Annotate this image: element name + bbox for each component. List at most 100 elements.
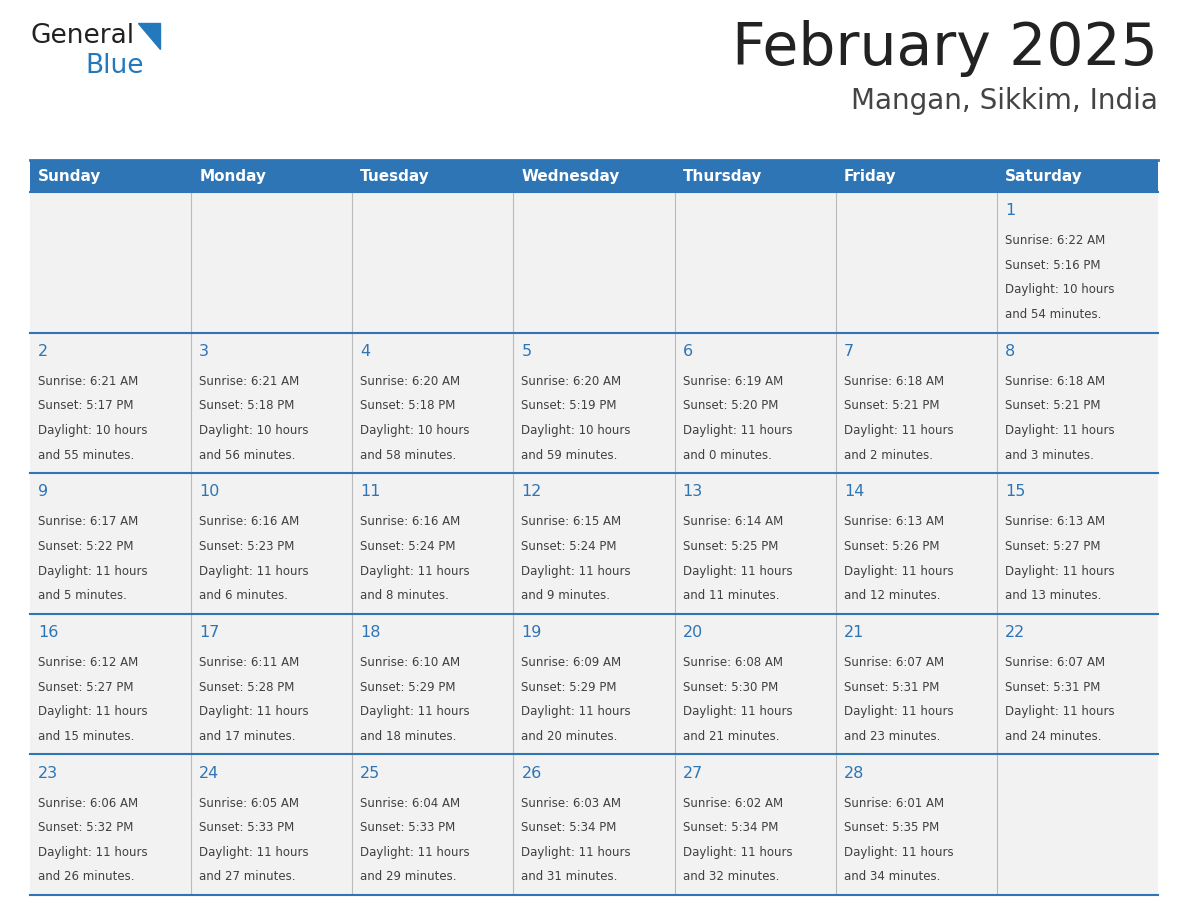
Text: Sunset: 5:32 PM: Sunset: 5:32 PM <box>38 822 133 834</box>
Text: Sunrise: 6:08 AM: Sunrise: 6:08 AM <box>683 656 783 669</box>
Text: Daylight: 11 hours: Daylight: 11 hours <box>1005 705 1114 718</box>
Text: Sunrise: 6:12 AM: Sunrise: 6:12 AM <box>38 656 138 669</box>
Text: and 59 minutes.: and 59 minutes. <box>522 449 618 462</box>
Text: Daylight: 11 hours: Daylight: 11 hours <box>683 565 792 577</box>
Text: Sunset: 5:21 PM: Sunset: 5:21 PM <box>843 399 940 412</box>
Text: Sunrise: 6:19 AM: Sunrise: 6:19 AM <box>683 375 783 387</box>
Text: Sunset: 5:24 PM: Sunset: 5:24 PM <box>522 540 617 553</box>
Text: 10: 10 <box>200 485 220 499</box>
Text: Sunset: 5:34 PM: Sunset: 5:34 PM <box>522 822 617 834</box>
Text: 3: 3 <box>200 344 209 359</box>
Text: 16: 16 <box>38 625 58 640</box>
Text: Sunset: 5:19 PM: Sunset: 5:19 PM <box>522 399 617 412</box>
Text: 25: 25 <box>360 766 380 780</box>
Text: Sunset: 5:17 PM: Sunset: 5:17 PM <box>38 399 133 412</box>
Text: 9: 9 <box>38 485 49 499</box>
Text: Sunrise: 6:18 AM: Sunrise: 6:18 AM <box>843 375 944 387</box>
Text: Sunrise: 6:14 AM: Sunrise: 6:14 AM <box>683 515 783 529</box>
Text: 23: 23 <box>38 766 58 780</box>
Text: Sunset: 5:29 PM: Sunset: 5:29 PM <box>522 680 617 694</box>
Text: Sunrise: 6:11 AM: Sunrise: 6:11 AM <box>200 656 299 669</box>
Text: Sunset: 5:29 PM: Sunset: 5:29 PM <box>360 680 456 694</box>
Text: and 56 minutes.: and 56 minutes. <box>200 449 296 462</box>
Text: and 29 minutes.: and 29 minutes. <box>360 870 457 883</box>
Text: Saturday: Saturday <box>1005 169 1082 184</box>
Text: 19: 19 <box>522 625 542 640</box>
Text: Sunrise: 6:10 AM: Sunrise: 6:10 AM <box>360 656 461 669</box>
Text: 2: 2 <box>38 344 49 359</box>
Text: Sunset: 5:18 PM: Sunset: 5:18 PM <box>200 399 295 412</box>
Text: Daylight: 11 hours: Daylight: 11 hours <box>522 565 631 577</box>
Text: Sunset: 5:21 PM: Sunset: 5:21 PM <box>1005 399 1100 412</box>
Text: and 15 minutes.: and 15 minutes. <box>38 730 134 743</box>
Text: Daylight: 11 hours: Daylight: 11 hours <box>522 705 631 718</box>
Text: Sunrise: 6:03 AM: Sunrise: 6:03 AM <box>522 797 621 810</box>
Text: Sunrise: 6:06 AM: Sunrise: 6:06 AM <box>38 797 138 810</box>
Bar <box>30 614 1158 755</box>
Text: Daylight: 11 hours: Daylight: 11 hours <box>843 424 954 437</box>
Text: Sunrise: 6:13 AM: Sunrise: 6:13 AM <box>843 515 944 529</box>
Text: and 54 minutes.: and 54 minutes. <box>1005 308 1101 321</box>
Text: 8: 8 <box>1005 344 1016 359</box>
Text: and 13 minutes.: and 13 minutes. <box>1005 589 1101 602</box>
Bar <box>30 473 1158 614</box>
Text: Sunrise: 6:07 AM: Sunrise: 6:07 AM <box>1005 656 1105 669</box>
Text: and 34 minutes.: and 34 minutes. <box>843 870 940 883</box>
Text: and 6 minutes.: and 6 minutes. <box>200 589 289 602</box>
Text: 13: 13 <box>683 485 703 499</box>
Text: Sunset: 5:16 PM: Sunset: 5:16 PM <box>1005 259 1100 272</box>
Text: Daylight: 11 hours: Daylight: 11 hours <box>360 705 470 718</box>
Text: Sunset: 5:30 PM: Sunset: 5:30 PM <box>683 680 778 694</box>
Text: 4: 4 <box>360 344 371 359</box>
Text: Friday: Friday <box>843 169 897 184</box>
Text: Daylight: 10 hours: Daylight: 10 hours <box>38 424 147 437</box>
Text: Mangan, Sikkim, India: Mangan, Sikkim, India <box>851 87 1158 115</box>
Text: 11: 11 <box>360 485 381 499</box>
Text: Sunrise: 6:21 AM: Sunrise: 6:21 AM <box>38 375 138 387</box>
Text: Sunset: 5:24 PM: Sunset: 5:24 PM <box>360 540 456 553</box>
Text: 24: 24 <box>200 766 220 780</box>
Text: 27: 27 <box>683 766 703 780</box>
Text: Sunrise: 6:21 AM: Sunrise: 6:21 AM <box>200 375 299 387</box>
Text: Sunrise: 6:16 AM: Sunrise: 6:16 AM <box>360 515 461 529</box>
Text: 21: 21 <box>843 625 864 640</box>
Text: Daylight: 11 hours: Daylight: 11 hours <box>843 565 954 577</box>
Text: 7: 7 <box>843 344 854 359</box>
Text: Daylight: 10 hours: Daylight: 10 hours <box>200 424 309 437</box>
Text: Sunrise: 6:20 AM: Sunrise: 6:20 AM <box>522 375 621 387</box>
Text: Sunrise: 6:07 AM: Sunrise: 6:07 AM <box>843 656 944 669</box>
Polygon shape <box>138 23 160 49</box>
Text: Daylight: 11 hours: Daylight: 11 hours <box>522 845 631 859</box>
Bar <box>30 160 1158 192</box>
Text: Daylight: 11 hours: Daylight: 11 hours <box>683 845 792 859</box>
Text: Sunrise: 6:15 AM: Sunrise: 6:15 AM <box>522 515 621 529</box>
Text: February 2025: February 2025 <box>732 20 1158 77</box>
Text: and 27 minutes.: and 27 minutes. <box>200 870 296 883</box>
Text: Daylight: 11 hours: Daylight: 11 hours <box>38 845 147 859</box>
Text: Wednesday: Wednesday <box>522 169 620 184</box>
Text: Monday: Monday <box>200 169 266 184</box>
Text: and 2 minutes.: and 2 minutes. <box>843 449 933 462</box>
Text: 14: 14 <box>843 485 864 499</box>
Text: Sunset: 5:33 PM: Sunset: 5:33 PM <box>200 822 295 834</box>
Text: Daylight: 11 hours: Daylight: 11 hours <box>843 845 954 859</box>
Text: and 17 minutes.: and 17 minutes. <box>200 730 296 743</box>
Text: Sunrise: 6:02 AM: Sunrise: 6:02 AM <box>683 797 783 810</box>
Text: and 11 minutes.: and 11 minutes. <box>683 589 779 602</box>
Text: Sunrise: 6:16 AM: Sunrise: 6:16 AM <box>200 515 299 529</box>
Text: Daylight: 11 hours: Daylight: 11 hours <box>1005 565 1114 577</box>
Text: Sunset: 5:35 PM: Sunset: 5:35 PM <box>843 822 939 834</box>
Text: and 5 minutes.: and 5 minutes. <box>38 589 127 602</box>
Text: Blue: Blue <box>86 53 144 79</box>
Text: and 24 minutes.: and 24 minutes. <box>1005 730 1101 743</box>
Text: 26: 26 <box>522 766 542 780</box>
Text: General: General <box>30 23 134 49</box>
Text: Sunset: 5:23 PM: Sunset: 5:23 PM <box>200 540 295 553</box>
Text: Tuesday: Tuesday <box>360 169 430 184</box>
Text: and 55 minutes.: and 55 minutes. <box>38 449 134 462</box>
Text: Daylight: 10 hours: Daylight: 10 hours <box>1005 284 1114 297</box>
Text: Sunrise: 6:13 AM: Sunrise: 6:13 AM <box>1005 515 1105 529</box>
Text: Sunrise: 6:01 AM: Sunrise: 6:01 AM <box>843 797 944 810</box>
Text: Daylight: 10 hours: Daylight: 10 hours <box>360 424 469 437</box>
Text: Sunset: 5:34 PM: Sunset: 5:34 PM <box>683 822 778 834</box>
